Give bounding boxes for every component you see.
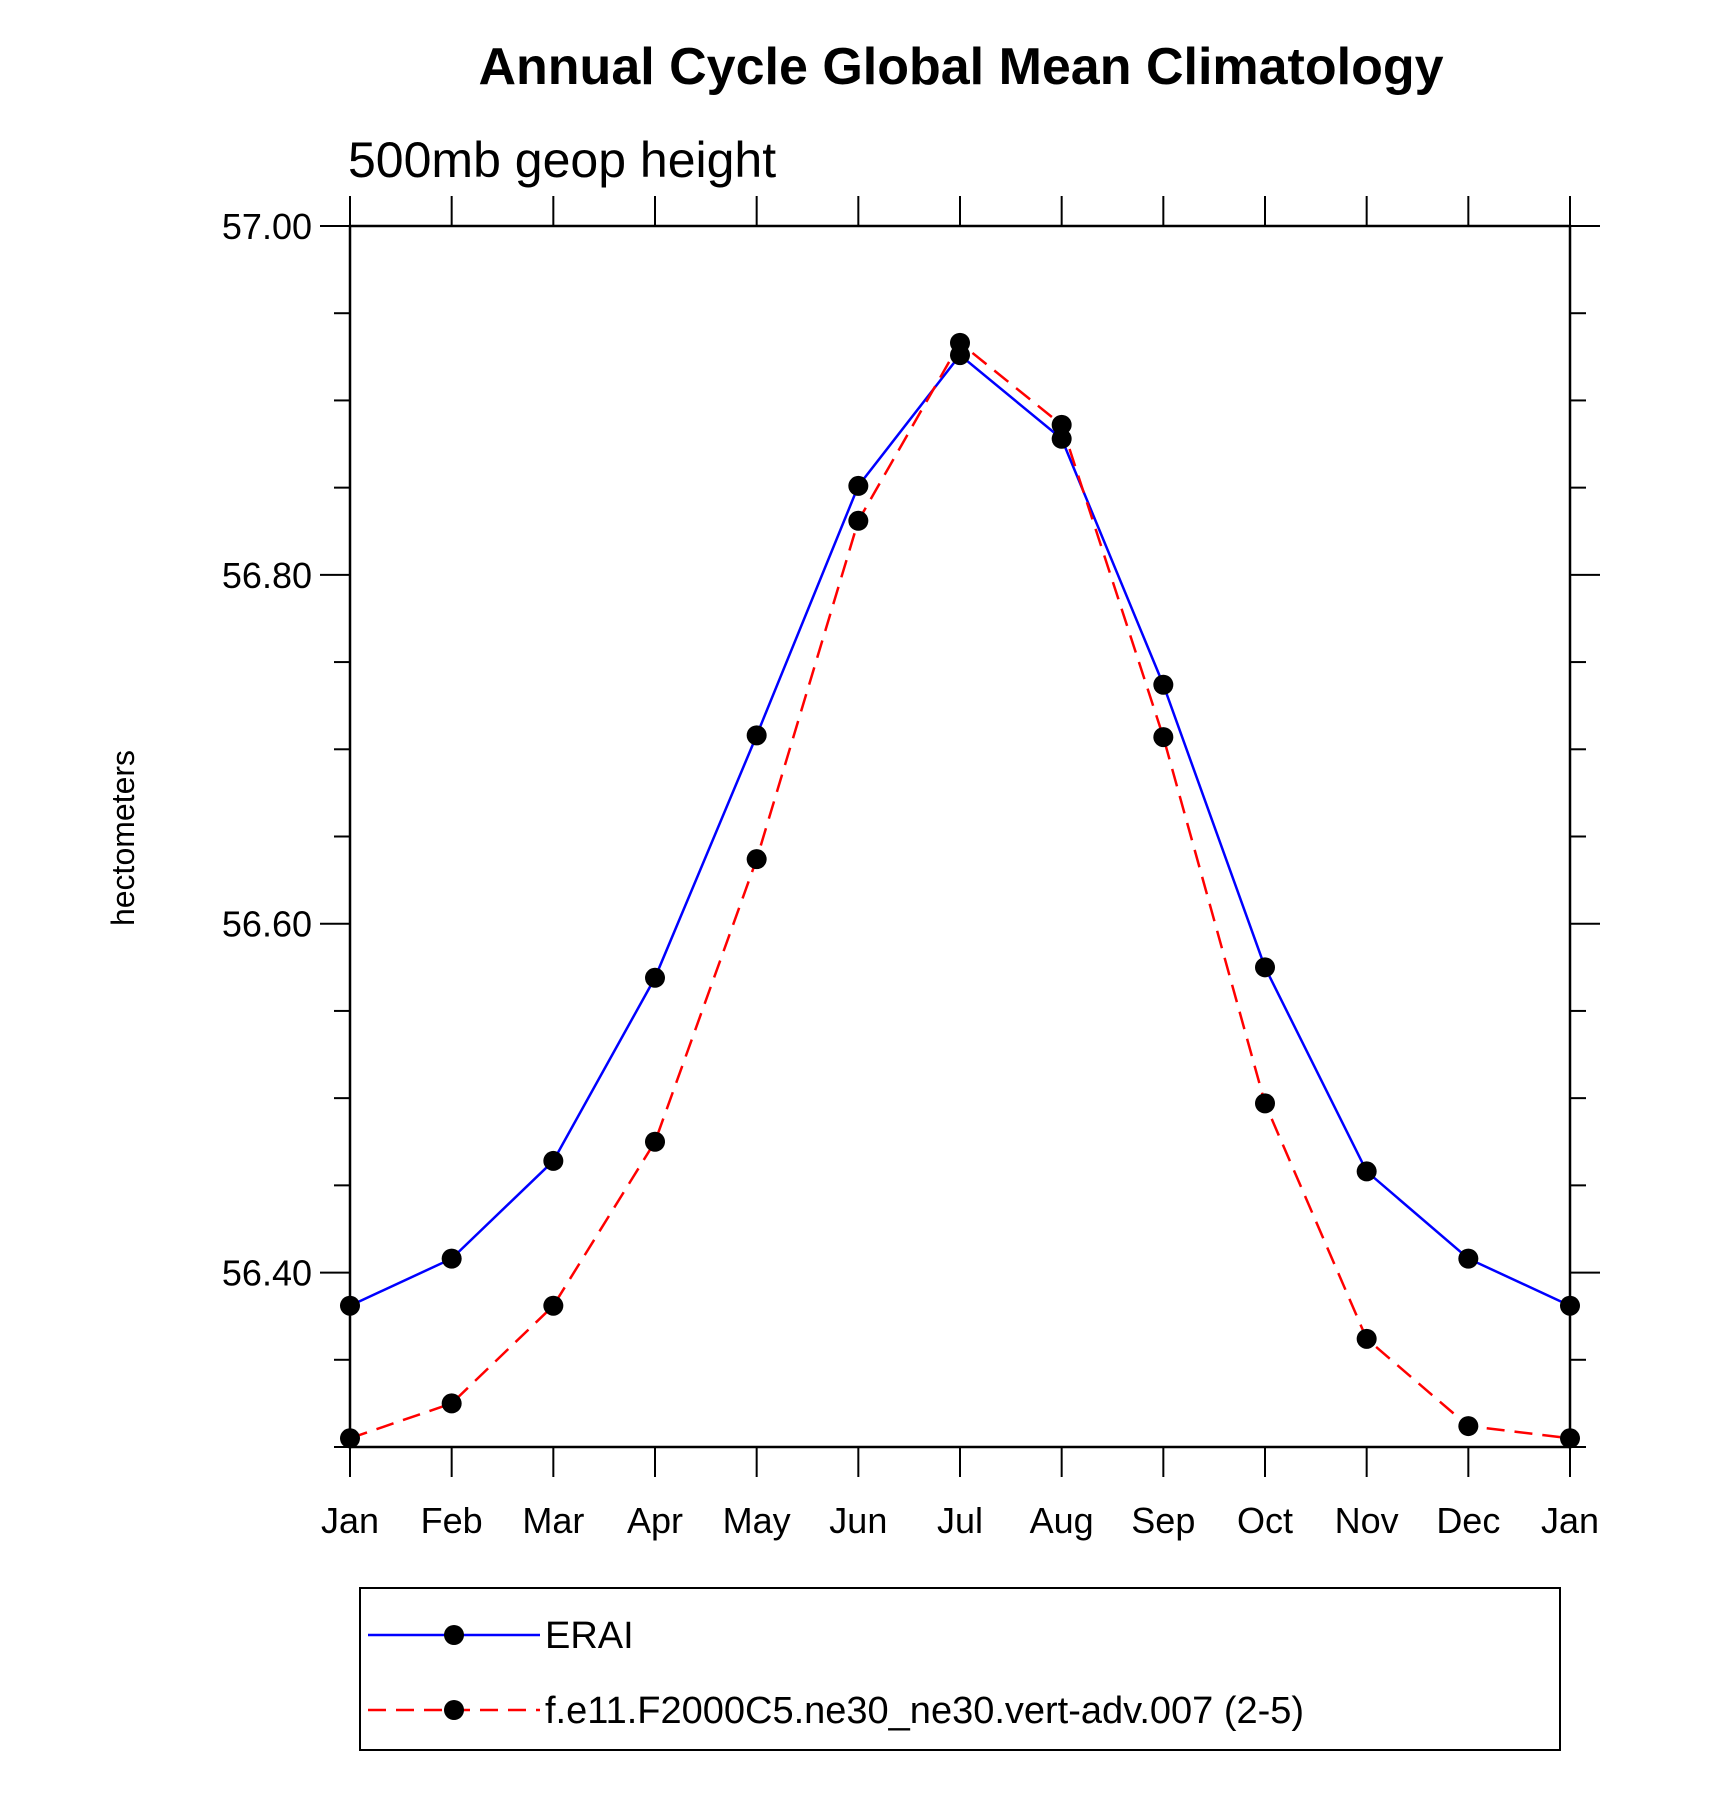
- x-tick-label: Jan: [1541, 1500, 1599, 1541]
- y-tick-label: 56.60: [222, 904, 312, 945]
- x-tick-label: Feb: [421, 1500, 483, 1541]
- series-2-point: [1560, 1428, 1580, 1449]
- legend-label-2: f.e11.F2000C5.ne30_ne30.vert-adv.007 (2-…: [545, 1690, 1304, 1732]
- x-tick-label: Nov: [1335, 1500, 1399, 1541]
- series-1-point: [1356, 1161, 1377, 1182]
- series-1-point: [1458, 1248, 1479, 1269]
- x-tick-label: Apr: [627, 1500, 683, 1541]
- x-tick-label: May: [723, 1500, 791, 1541]
- series-1-point: [543, 1150, 564, 1171]
- series-2-point: [1255, 1093, 1275, 1114]
- chart-title: Annual Cycle Global Mean Climatology: [478, 38, 1443, 96]
- series-2-point: [645, 1131, 665, 1152]
- plot-frame: [348, 224, 1572, 1449]
- chart-subtitle: 500mb geop height: [348, 132, 776, 188]
- series-1-point: [1560, 1295, 1580, 1316]
- series-2-point: [543, 1295, 564, 1316]
- x-tick-label: Dec: [1436, 1500, 1500, 1541]
- series-2-point: [1458, 1416, 1479, 1437]
- legend-marker-2: [444, 1700, 464, 1720]
- x-tick-label: Oct: [1237, 1500, 1293, 1541]
- y-tick-label: 56.80: [222, 555, 312, 596]
- series-2-point: [1356, 1328, 1377, 1349]
- series-2-point: [746, 849, 767, 870]
- x-tick-label: Jan: [321, 1500, 379, 1541]
- series-2-point: [441, 1393, 462, 1414]
- y-tick-label: 57.00: [222, 206, 312, 247]
- legend: ERAI f.e11.F2000C5.ne30_ne30.vert-adv.007…: [359, 1587, 1561, 1751]
- legend-label-1: ERAI: [545, 1615, 634, 1657]
- series-2-point: [340, 1428, 360, 1449]
- series-2-point: [950, 332, 970, 353]
- plot-area: 57.00 56.80 56.60 56.40 Jan Feb Mar Apr May Jun Ju…: [222, 196, 1600, 1541]
- series-1-point: [1255, 957, 1275, 978]
- series-line-1: [349, 353, 1571, 1307]
- series-2-point: [1153, 727, 1174, 748]
- series-1-point: [645, 967, 665, 988]
- series-line-2: [349, 340, 1571, 1440]
- y-tick-label: 56.40: [222, 1253, 312, 1294]
- y-axis-label: hectometers: [105, 750, 141, 926]
- legend-marker-1: [444, 1625, 464, 1645]
- series-1-point: [1153, 674, 1174, 695]
- series-2-point: [1051, 414, 1072, 435]
- x-tick-label: Mar: [522, 1500, 584, 1541]
- series-1-point: [746, 725, 767, 746]
- x-tick-label: Jun: [829, 1500, 887, 1541]
- x-tick-label: Jul: [937, 1500, 983, 1541]
- series-1-point: [848, 475, 869, 496]
- series-2-point: [848, 510, 869, 531]
- series-1-point: [1051, 428, 1072, 449]
- series-1-point: [441, 1248, 462, 1269]
- legend-box: [359, 1587, 1561, 1751]
- x-tick-label: Sep: [1131, 1500, 1195, 1541]
- series-1-point: [340, 1295, 360, 1316]
- x-tick-label: Aug: [1030, 1500, 1094, 1541]
